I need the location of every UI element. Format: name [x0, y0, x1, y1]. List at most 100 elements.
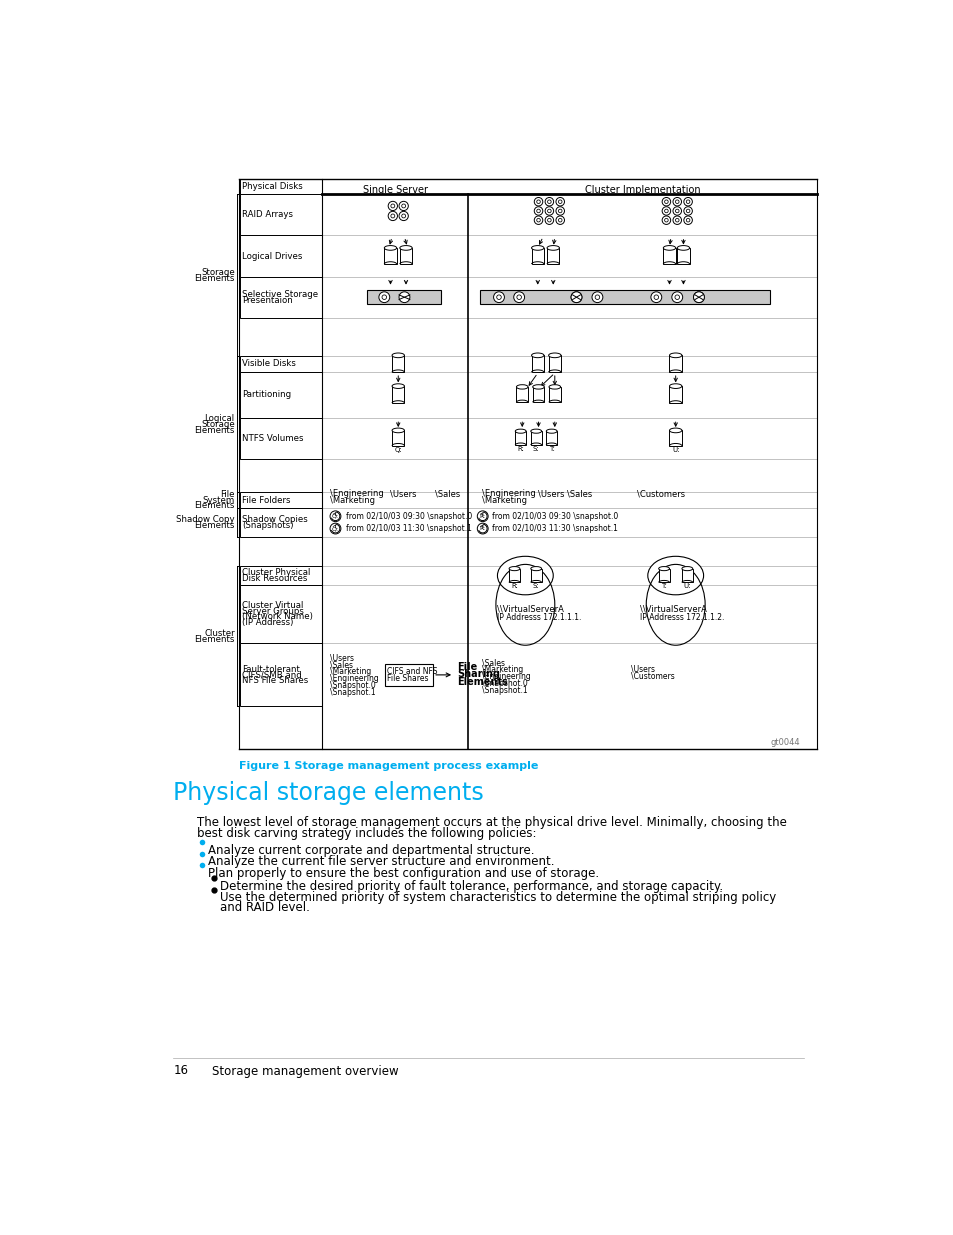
Bar: [240, 585, 321, 643]
Text: \Customers: \Customers: [630, 672, 674, 680]
Circle shape: [544, 198, 553, 206]
Bar: [392, 431, 404, 446]
Text: IP Addresss 172.1.1.1.: IP Addresss 172.1.1.1.: [497, 614, 581, 622]
FancyBboxPatch shape: [367, 290, 440, 304]
Text: \Sales: \Sales: [481, 658, 504, 667]
Text: R:: R:: [479, 514, 485, 519]
Text: R:: R:: [517, 446, 523, 452]
Text: from 02/10/03 11:30 \snapshot.1: from 02/10/03 11:30 \snapshot.1: [345, 524, 471, 534]
Text: \Marketing: \Marketing: [330, 496, 375, 505]
Circle shape: [547, 219, 551, 222]
Text: (Network Name): (Network Name): [242, 613, 313, 621]
Circle shape: [401, 214, 405, 217]
Text: U:: U:: [671, 447, 679, 452]
Text: Q:: Q:: [332, 526, 338, 531]
Text: Visible Disks: Visible Disks: [242, 359, 296, 368]
Circle shape: [558, 219, 561, 222]
Text: Server Groups: Server Groups: [242, 606, 304, 616]
Text: \\VirtualServerA: \\VirtualServerA: [639, 605, 706, 614]
Text: The lowest level of storage management occurs at the physical drive level. Minim: The lowest level of storage management o…: [196, 816, 786, 829]
Text: best disk carving strategy includes the following policies:: best disk carving strategy includes the …: [196, 826, 536, 840]
Text: 16: 16: [173, 1065, 189, 1077]
Text: Storage: Storage: [201, 420, 234, 429]
Ellipse shape: [677, 246, 689, 251]
Circle shape: [391, 204, 395, 207]
Text: \Sales: \Sales: [567, 489, 592, 499]
Circle shape: [398, 201, 408, 211]
Circle shape: [661, 198, 670, 206]
Text: Single Server: Single Server: [362, 185, 427, 195]
Bar: [669, 387, 681, 403]
Text: from 02/10/03 09:30 \snapshot.0: from 02/10/03 09:30 \snapshot.0: [492, 511, 618, 521]
Bar: [240, 179, 321, 194]
Text: File: File: [456, 662, 476, 672]
Circle shape: [664, 200, 667, 204]
Circle shape: [544, 216, 553, 225]
Text: \Snapshot.1: \Snapshot.1: [330, 688, 375, 697]
Text: T:: T:: [660, 583, 666, 589]
Text: NTFS Volumes: NTFS Volumes: [242, 433, 304, 442]
Text: Shadow Copies: Shadow Copies: [242, 515, 308, 524]
Bar: [240, 372, 321, 417]
Text: Storage: Storage: [201, 268, 234, 277]
Ellipse shape: [530, 567, 541, 571]
Ellipse shape: [546, 429, 557, 433]
Text: S:: S:: [533, 446, 539, 452]
Bar: [240, 356, 321, 372]
Text: \Customers: \Customers: [637, 489, 684, 499]
Bar: [515, 431, 525, 445]
Circle shape: [388, 211, 397, 221]
Text: NFS File Shares: NFS File Shares: [242, 676, 309, 685]
Text: Analyze the current file server structure and environment.: Analyze the current file server structur…: [208, 855, 555, 868]
Ellipse shape: [516, 385, 528, 389]
Circle shape: [671, 291, 682, 303]
Circle shape: [650, 291, 661, 303]
Ellipse shape: [497, 556, 553, 595]
Text: \Marketing: \Marketing: [481, 496, 526, 505]
Circle shape: [556, 198, 564, 206]
Circle shape: [547, 200, 551, 204]
Bar: [509, 568, 519, 583]
Ellipse shape: [669, 353, 681, 358]
Bar: [240, 235, 321, 277]
Text: Use the determined priority of system characteristics to determine the optimal s: Use the determined priority of system ch…: [220, 892, 776, 904]
Ellipse shape: [681, 567, 692, 571]
Circle shape: [558, 200, 561, 204]
Ellipse shape: [530, 429, 541, 433]
Bar: [392, 387, 404, 403]
Text: S:: S:: [533, 583, 539, 589]
Bar: [516, 387, 528, 403]
Bar: [530, 568, 541, 583]
Ellipse shape: [669, 384, 681, 389]
Circle shape: [537, 219, 539, 222]
Text: File Folders: File Folders: [242, 495, 291, 505]
Bar: [240, 417, 321, 458]
Bar: [530, 431, 541, 445]
Text: \Users: \Users: [630, 664, 654, 674]
Ellipse shape: [548, 385, 560, 389]
Text: Cluster Physical: Cluster Physical: [242, 568, 311, 577]
Text: Q:: Q:: [394, 447, 402, 452]
Text: Plan properly to ensure the best configuration and use of storage.: Plan properly to ensure the best configu…: [208, 867, 598, 879]
Bar: [658, 568, 669, 583]
Text: RAID Arrays: RAID Arrays: [242, 210, 294, 220]
Bar: [531, 248, 543, 264]
Bar: [399, 248, 412, 264]
Ellipse shape: [392, 429, 404, 432]
Bar: [240, 277, 321, 317]
Circle shape: [675, 295, 679, 299]
Text: R:: R:: [511, 583, 517, 589]
Text: CIFS and NFS: CIFS and NFS: [386, 667, 436, 676]
Text: Storage management overview: Storage management overview: [212, 1065, 398, 1077]
Text: Elements: Elements: [194, 426, 234, 435]
Circle shape: [664, 209, 667, 212]
Text: \Snapshot.1: \Snapshot.1: [481, 685, 527, 695]
Circle shape: [547, 209, 551, 212]
Bar: [532, 387, 544, 403]
Circle shape: [537, 200, 539, 204]
Text: Cluster Implementation: Cluster Implementation: [584, 185, 700, 195]
Ellipse shape: [531, 353, 543, 358]
Bar: [546, 431, 557, 445]
Circle shape: [696, 295, 700, 299]
Text: \Users: \Users: [390, 489, 416, 499]
